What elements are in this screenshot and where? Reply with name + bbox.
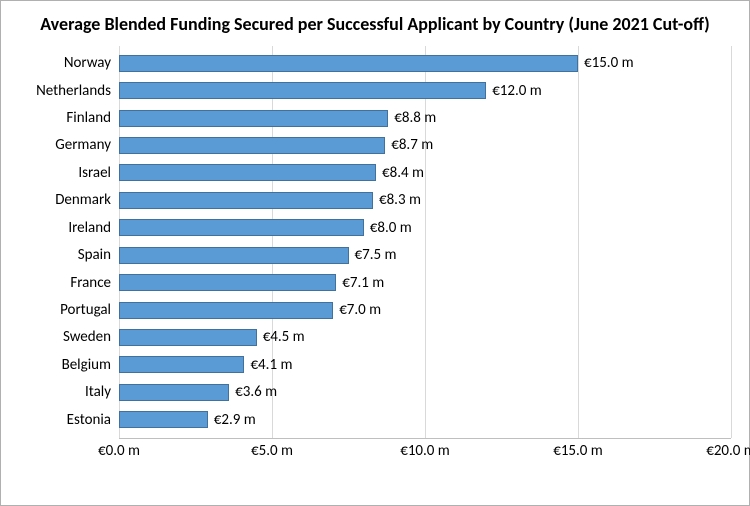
bar-row: France€7.1 m (119, 272, 731, 293)
x-axis: €0.0 m€5.0 m€10.0 m€15.0 m€20.0 m (119, 438, 731, 464)
bar-row: Finland€8.8 m (119, 108, 731, 129)
bar-row: Italy€3.6 m (119, 382, 731, 403)
bar-row: Norway€15.0 m (119, 53, 731, 74)
value-label: €8.4 m (376, 164, 424, 182)
bar (119, 274, 336, 291)
value-label: €7.5 m (349, 246, 397, 264)
plot-area: Norway€15.0 m Netherlands€12.0 m Finland€8… (119, 46, 731, 438)
value-label: €12.0 m (486, 82, 542, 100)
value-label: €7.1 m (336, 274, 384, 292)
bar-row: Spain€7.5 m (119, 245, 731, 266)
value-label: €15.0 m (578, 54, 634, 72)
value-label: €8.8 m (388, 109, 436, 127)
value-label: €3.6 m (229, 383, 277, 401)
bar (119, 219, 364, 236)
bar (119, 82, 486, 99)
category-label: Ireland (68, 219, 119, 237)
bar (119, 356, 244, 373)
bar (119, 55, 578, 72)
bar-row: Germany€8.7 m (119, 135, 731, 156)
chart-container: Average Blended Funding Secured per Succ… (0, 0, 750, 506)
bar (119, 411, 208, 428)
x-tick-label: €0.0 m (98, 442, 140, 460)
category-label: Norway (64, 54, 119, 72)
bar (119, 247, 349, 264)
bar-row: Estonia€2.9 m (119, 409, 731, 430)
category-label: Spain (78, 246, 119, 264)
category-label: Portugal (60, 301, 119, 319)
bar (119, 384, 229, 401)
value-label: €8.0 m (364, 219, 412, 237)
category-label: France (70, 274, 119, 292)
bar-row: Denmark€8.3 m (119, 190, 731, 211)
x-tick-label: €20.0 m (706, 442, 750, 460)
bar (119, 192, 373, 209)
value-label: €2.9 m (208, 411, 256, 429)
category-label: Israel (78, 164, 119, 182)
bars: Norway€15.0 m Netherlands€12.0 m Finland€8… (119, 46, 731, 438)
bar (119, 110, 388, 127)
x-tick-label: €15.0 m (553, 442, 603, 460)
category-label: Sweden (63, 328, 119, 346)
bar (119, 302, 333, 319)
bar-row: Sweden€4.5 m (119, 327, 731, 348)
category-label: Belgium (62, 356, 119, 374)
value-label: €8.3 m (373, 191, 421, 209)
bar-row: Israel€8.4 m (119, 162, 731, 183)
category-label: Netherlands (36, 82, 119, 100)
bar-row: Belgium€4.1 m (119, 354, 731, 375)
category-label: Denmark (55, 191, 119, 209)
category-label: Italy (85, 383, 119, 401)
value-label: €8.7 m (385, 136, 433, 154)
category-label: Finland (66, 109, 119, 127)
x-tick-label: €10.0 m (400, 442, 450, 460)
gridline (731, 46, 732, 438)
value-label: €7.0 m (333, 301, 381, 319)
value-label: €4.1 m (244, 356, 292, 374)
bar-row: Portugal€7.0 m (119, 300, 731, 321)
bar-row: Netherlands€12.0 m (119, 80, 731, 101)
value-label: €4.5 m (257, 328, 305, 346)
bar (119, 329, 257, 346)
category-label: Germany (55, 136, 119, 154)
bar (119, 137, 385, 154)
chart-title: Average Blended Funding Secured per Succ… (19, 13, 731, 36)
bar-row: Ireland€8.0 m (119, 217, 731, 238)
x-tick-label: €5.0 m (251, 442, 293, 460)
category-label: Estonia (67, 411, 119, 429)
bar (119, 164, 376, 181)
